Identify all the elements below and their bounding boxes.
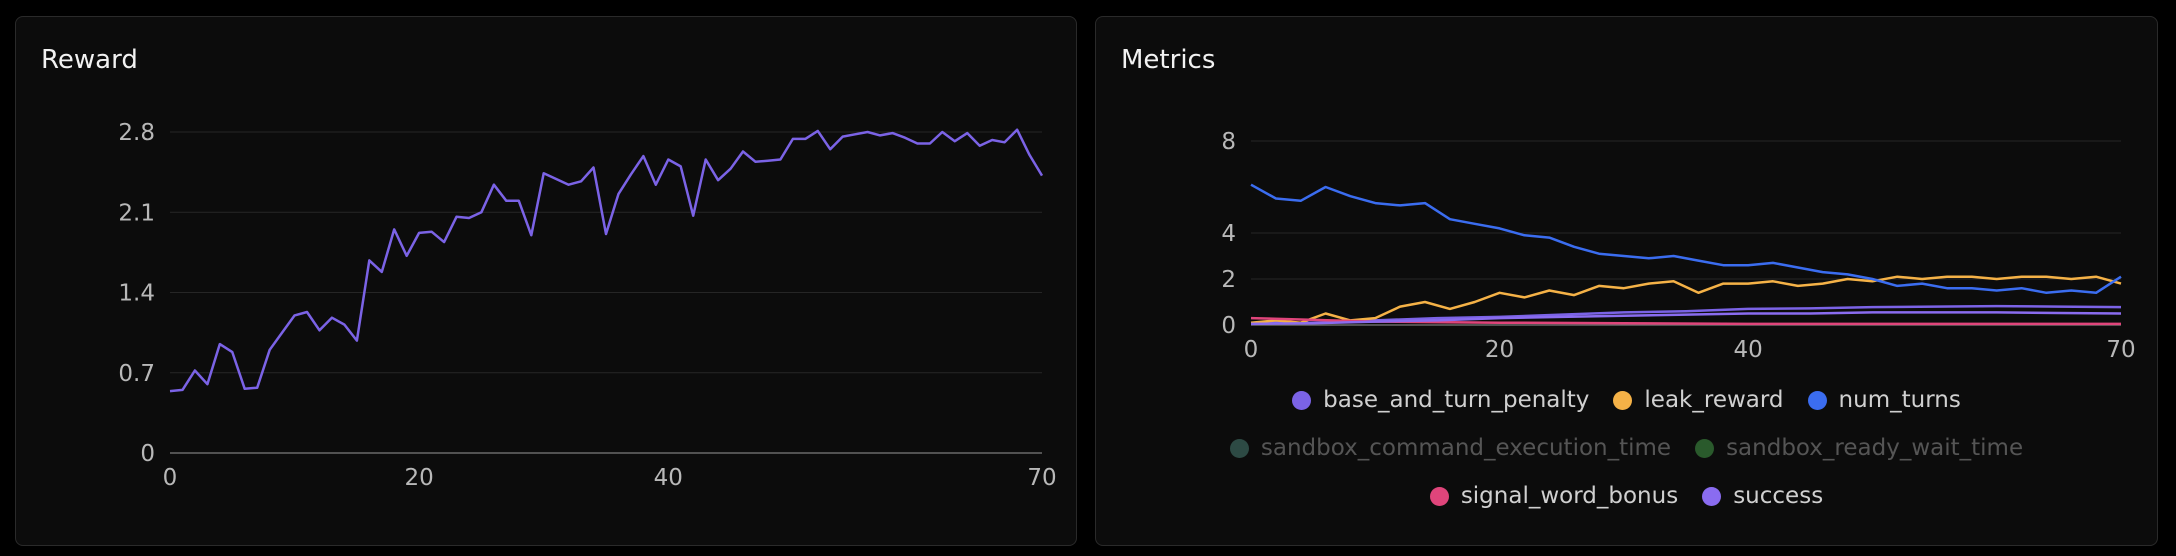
panel-title: Metrics	[1121, 45, 1216, 75]
x-tick-label: 40	[654, 465, 683, 491]
legend-item-signal-word-bonus[interactable]: signal_word_bonus	[1429, 483, 1679, 509]
y-tick-label: 0.7	[118, 361, 155, 387]
x-tick-label: 70	[2106, 337, 2135, 363]
panel-title: Reward	[41, 45, 138, 75]
legend-dot	[1702, 486, 1722, 506]
legend-label: sandbox_ready_wait_time	[1726, 435, 2024, 461]
y-tick-label: 4	[1221, 221, 1236, 247]
x-tick-label: 20	[1485, 337, 1514, 363]
y-tick-label: 1.4	[118, 281, 155, 307]
legend-item-num-turns[interactable]: num_turns	[1807, 387, 1961, 413]
series-line[interactable]	[169, 128, 1044, 393]
x-tick-label: 0	[1244, 337, 1259, 363]
metrics-panel: Metrics 0 2 4 8 0 20 40 70 base_and_turn_penalt…	[1095, 16, 2158, 546]
legend-dot	[1229, 438, 1249, 458]
x-tick-label: 20	[405, 465, 434, 491]
y-tick-label: 0	[140, 441, 155, 467]
legend-label: sandbox_command_execution_time	[1260, 435, 1672, 461]
legend-label: success	[1733, 483, 1824, 509]
series-line-num-turns[interactable]	[1250, 183, 2122, 295]
reward-chart: 0 0.7 1.4 2.1 2.8 0 20 40 70	[118, 120, 1056, 491]
y-tick-label: 2	[1221, 267, 1236, 293]
x-tick-label: 70	[1027, 465, 1056, 491]
legend-row-2: sandbox_command_execution_time sandbox_r…	[1096, 435, 2157, 461]
x-tick-label: 0	[163, 465, 178, 491]
legend-item-sandbox-command-execution-time[interactable]: sandbox_command_execution_time	[1229, 435, 1672, 461]
legend-dot	[1807, 390, 1827, 410]
y-tick-label: 2.1	[118, 200, 155, 226]
series-line-leak-reward[interactable]	[1250, 275, 2122, 324]
metrics-chart: 0 2 4 8 0 20 40 70	[1221, 129, 2135, 363]
legend-label: leak_reward	[1644, 387, 1784, 413]
legend-dot	[1292, 390, 1312, 410]
legend-label: num_turns	[1838, 387, 1961, 413]
y-tick-label: 8	[1221, 129, 1236, 155]
y-tick-label: 0	[1221, 313, 1236, 339]
x-tick-label: 40	[1734, 337, 1763, 363]
y-tick-label: 2.8	[118, 120, 155, 146]
legend-item-leak-reward[interactable]: leak_reward	[1613, 387, 1784, 413]
legend-dot	[1613, 390, 1633, 410]
reward-panel: Reward 0 0.7 1.4 2.1 2.8 0 20 40 70	[15, 16, 1077, 546]
series-line-success[interactable]	[1250, 311, 2122, 326]
legend-item-success[interactable]: success	[1702, 483, 1823, 509]
series-line-base-and-turn-penalty[interactable]	[1251, 304, 2122, 324]
legend-item-base-and-turn-penalty[interactable]: base_and_turn_penalty	[1292, 387, 1589, 413]
legend-row-3: signal_word_bonus success	[1096, 483, 2157, 509]
legend-row-1: base_and_turn_penalty leak_reward num_tu…	[1096, 387, 2157, 413]
legend-item-sandbox-ready-wait-time[interactable]: sandbox_ready_wait_time	[1695, 435, 2023, 461]
legend-dot	[1695, 438, 1715, 458]
legend-label: signal_word_bonus	[1460, 483, 1679, 509]
legend-label: base_and_turn_penalty	[1323, 387, 1590, 413]
legend-dot	[1429, 486, 1449, 506]
